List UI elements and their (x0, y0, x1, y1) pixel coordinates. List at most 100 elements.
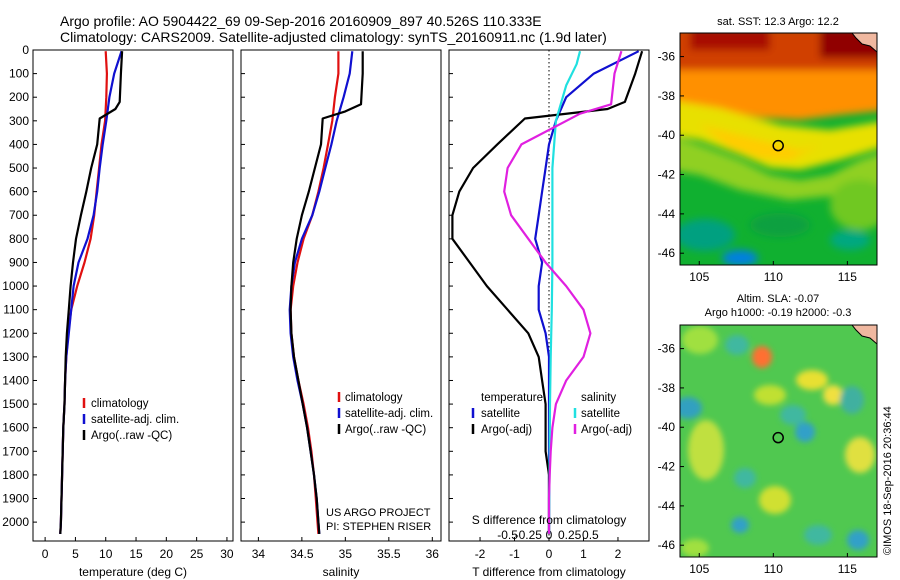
depth-tick-label: 2000 (2, 515, 29, 529)
s-diff-tick-label: 0 (546, 528, 553, 542)
series-line-argo-raw-qc- (59, 51, 124, 534)
x-tick-label: 25 (190, 547, 204, 561)
lat-tick-label: -44 (658, 499, 676, 513)
sla-map-subtitle: Argo h1000: -0.19 h2000: -0.3 (705, 307, 852, 319)
difference-panel: -2 -1 0 1 2 -0.5-0.25 0 0.25 0.5 T difference f… (448, 49, 650, 579)
lon-tick-label: 110 (764, 562, 783, 576)
lat-tick-label: -42 (658, 460, 676, 474)
sla-map-panel: Altim. SLA: -0.07 Argo h1000: -0.19 h200… (658, 293, 878, 576)
depth-tick-label: 300 (9, 114, 29, 128)
depth-tick-label: 500 (9, 161, 29, 175)
x-tick-label: 30 (220, 547, 234, 561)
sla-map-title: Altim. SLA: -0.07 (737, 293, 820, 305)
pi-annotation: PI: STEPHEN RISER (326, 521, 431, 533)
temperature-legend: climatology satellite-adj. clim. Argo(..… (82, 398, 179, 442)
header-line-1: Argo profile: AO 5904422_69 09-Sep-2016 … (60, 13, 542, 29)
argo-position-marker (772, 139, 784, 152)
sst-map-panel: sat. SST: 12.3 Argo: 12.2 -36 -38 -40 -42 -4… (658, 16, 878, 284)
lon-tick-label: 105 (689, 562, 709, 576)
lat-tick-label: -46 (658, 538, 676, 552)
sla-map-frame (679, 324, 878, 558)
legend-label-argo: Argo(..raw -QC) (345, 424, 426, 436)
salinity-axes-frame (240, 49, 442, 542)
sla-lon-axis: 105 110 115 (689, 553, 857, 576)
header-line-2: Climatology: CARS2009. Satellite-adjuste… (60, 29, 607, 45)
temperature-x-label: temperature (deg C) (79, 565, 187, 579)
depth-tick-label: 1300 (2, 350, 29, 364)
lat-tick-label: -44 (658, 207, 676, 221)
temperature-axes-frame (32, 49, 234, 542)
lat-tick-label: -38 (658, 89, 676, 103)
salinity-legend: climatology satellite-adj. clim. Argo(..… (337, 392, 433, 436)
x-tick-label: -2 (475, 547, 486, 561)
salinity-x-label: salinity (323, 565, 360, 579)
lat-tick-label: -38 (658, 381, 676, 395)
depth-tick-label: 400 (9, 137, 29, 151)
lat-tick-label: -36 (658, 342, 676, 356)
difference-legend: temperature satellite Argo(-adj) salinit… (471, 392, 632, 436)
x-tick-label: 34.5 (290, 547, 314, 561)
sst-lon-axis: 105 110 115 (689, 261, 857, 284)
legend-label-climatology: climatology (91, 398, 149, 410)
s-difference-x-axis: -0.5-0.25 0 0.25 0.5 (497, 528, 599, 542)
t-difference-x-label: T difference from climatology (472, 565, 626, 579)
lon-tick-label: 115 (838, 270, 857, 284)
x-tick-label: 15 (129, 547, 143, 561)
depth-tick-label: 900 (9, 255, 29, 269)
series-line-salinity-argo-adj- (503, 50, 623, 534)
depth-axis: 0 100 200 300 400 500 600 700 800 900 1000 1100 1200… (2, 43, 37, 529)
x-tick-label: 2 (615, 547, 622, 561)
legend-label-sal-argo: Argo(-adj) (581, 424, 632, 436)
lon-tick-label: 115 (838, 562, 857, 576)
legend-title-temperature: temperature (481, 392, 543, 404)
lat-tick-label: -40 (658, 420, 676, 434)
depth-tick-label: 200 (9, 90, 29, 104)
legend-label-satellite: satellite-adj. clim. (91, 414, 179, 426)
s-diff-tick-label: 0.25 (558, 528, 582, 542)
series-line-argo-raw-qc- (289, 51, 364, 534)
temperature-panel: 0100200300400500600700800900100011001200… (2, 43, 234, 579)
x-tick-label: 0 (42, 547, 49, 561)
s-difference-x-label: S difference from climatology (472, 513, 627, 527)
depth-tick-label: 800 (9, 232, 29, 246)
salinity-panel: 34 34.5 35 35.5 36 salinity climatology sate… (240, 49, 442, 579)
depth-tick-label: 600 (9, 185, 29, 199)
t-difference-x-axis: -2 -1 0 1 2 (449, 49, 622, 561)
salinity-x-axis: 34 34.5 35 35.5 36 (241, 49, 440, 561)
x-tick-label: 36 (426, 547, 440, 561)
depth-tick-label: 100 (9, 67, 29, 81)
legend-label-temp-satellite: satellite (481, 408, 520, 420)
salinity-series (288, 51, 364, 534)
temperature-series (59, 50, 124, 534)
difference-series (451, 50, 644, 534)
x-tick-label: -1 (509, 547, 520, 561)
coastline-shape (851, 325, 877, 345)
temperature-x-axis: 0 5 10 15 20 25 30 (42, 537, 234, 561)
depth-tick-label: 1000 (2, 279, 29, 293)
sst-map-frame (679, 32, 878, 266)
project-annotation: US ARGO PROJECT (326, 507, 431, 519)
x-tick-label: 35.5 (377, 547, 401, 561)
legend-title-salinity: salinity (581, 392, 616, 404)
sst-field (680, 33, 877, 265)
x-tick-label: 34 (252, 547, 266, 561)
s-diff-tick-label: -0.25 (515, 528, 543, 542)
depth-tick-label: 1400 (2, 373, 29, 387)
x-tick-label: 10 (99, 547, 113, 561)
coastline-shape (851, 33, 877, 53)
depth-tick-label: 1700 (2, 444, 29, 458)
sla-lat-axis: -36 -38 -40 -42 -44 -46 (658, 342, 684, 552)
depth-tick-label: 1600 (2, 421, 29, 435)
imos-credit: ©IMOS 18-Sep-2016 20:36:44 (882, 406, 894, 555)
x-tick-label: 20 (160, 547, 174, 561)
lon-tick-label: 110 (764, 270, 783, 284)
lon-tick-label: 105 (689, 270, 709, 284)
depth-tick-label: 1800 (2, 468, 29, 482)
legend-label-sal-satellite: satellite (581, 408, 620, 420)
sla-field (680, 325, 877, 557)
argo-position-marker (772, 431, 784, 444)
depth-tick-label: 1100 (3, 303, 29, 317)
x-tick-label: 1 (580, 547, 587, 561)
legend-label-temp-argo: Argo(-adj) (481, 424, 532, 436)
